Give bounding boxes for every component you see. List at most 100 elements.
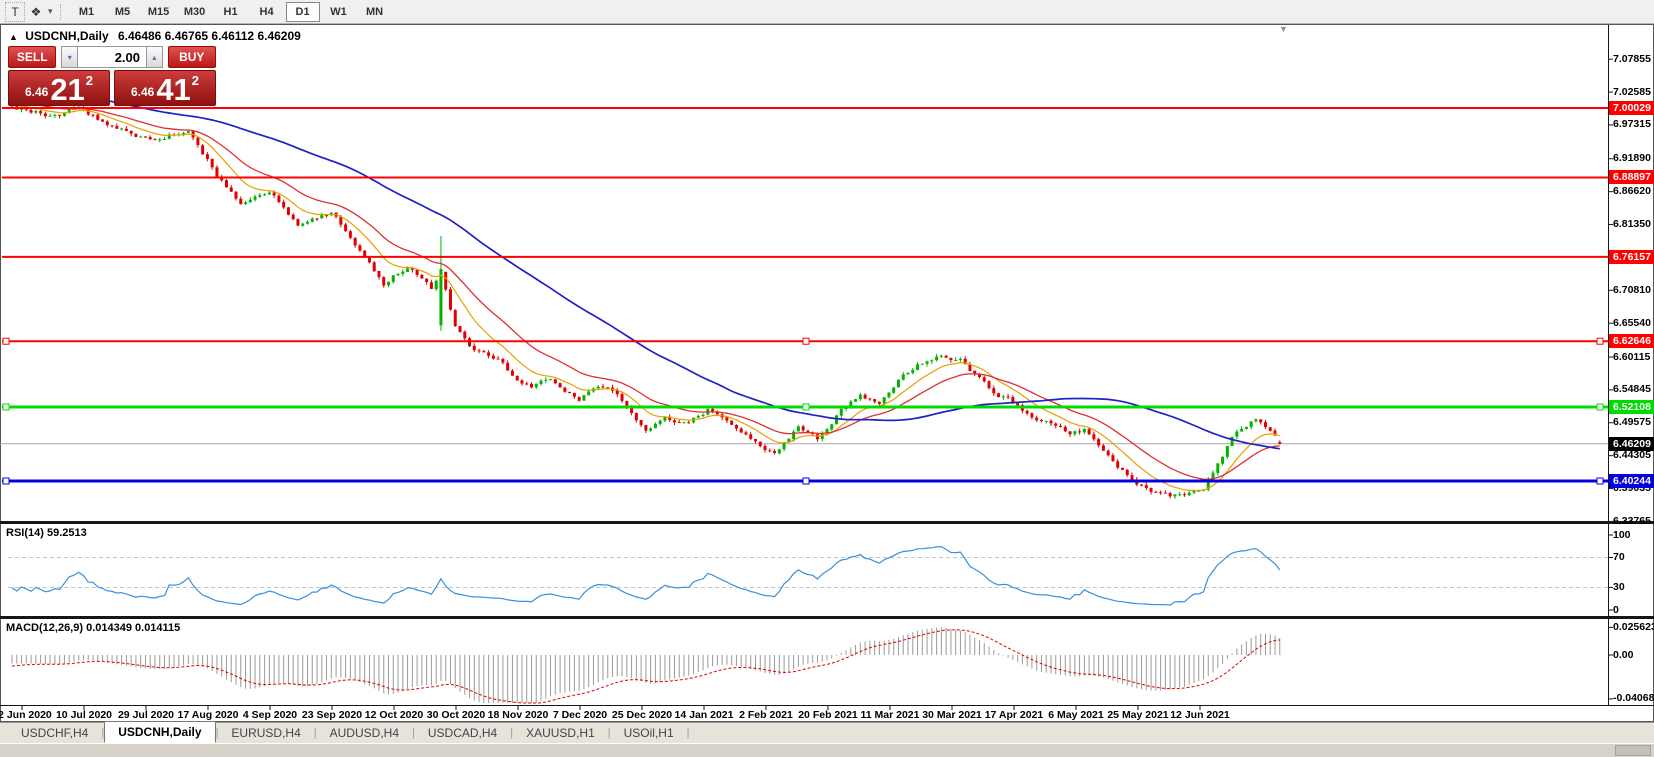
time-axis-label: 30 Oct 2020 [426, 709, 486, 721]
chart-title: ▲ USDCNH,Daily 6.46486 6.46765 6.46112 6… [9, 29, 301, 43]
rsi-indicator-label: RSI(14) 59.2513 [6, 527, 87, 539]
chart-tab-xauusd[interactable]: XAUUSD,H1 [526, 726, 595, 740]
time-axis-label: 22 Jun 2020 [0, 709, 52, 721]
volume-increase-button[interactable]: ▴ [146, 46, 163, 68]
price-axis-tick: 6.86620 [1613, 185, 1651, 198]
time-axis-label: 4 Sep 2020 [242, 709, 298, 721]
tab-separator: | [686, 727, 690, 739]
price-axis-tick: 6.33765 [1613, 514, 1651, 527]
price-axis-tick: 6.54845 [1613, 383, 1651, 396]
price-axis-tick: 6.81350 [1613, 218, 1651, 231]
chart-tab-usdcad[interactable]: USDCAD,H4 [427, 726, 498, 740]
chart-symbol-period: USDCNH,Daily [25, 29, 109, 43]
rsi-axis-tick: 70 [1613, 551, 1625, 563]
timeframe-button-h1[interactable]: H1 [223, 5, 238, 18]
buy-price-display[interactable]: 6.46 41 2 [114, 70, 216, 106]
cursor-tool-icon[interactable]: ❖ [27, 2, 45, 21]
tab-separator: | [412, 727, 415, 739]
timeframe-button-group: M1 M5 M15 M30 H1 H4 D1 W1 MN [69, 1, 393, 22]
price-axis-tick: 6.44305 [1613, 449, 1651, 462]
price-line-label: 6.76157 [1609, 249, 1654, 264]
timeframe-button-d1[interactable]: D1 [285, 1, 320, 22]
time-axis-label: 20 Feb 2021 [798, 709, 858, 721]
sell-price-big: 21 [50, 72, 85, 107]
price-axis-tick: 6.60115 [1613, 350, 1651, 363]
chart-tab-usdchf[interactable]: USDCHF,H4 [21, 726, 89, 740]
time-axis-label: 12 Jun 2021 [1170, 709, 1230, 721]
time-axis-label: 25 May 2021 [1107, 709, 1169, 721]
buy-button[interactable]: BUY [167, 46, 216, 68]
tab-separator: | [510, 727, 514, 739]
price-line-label: 6.52108 [1609, 399, 1654, 414]
chart-tab-eurusd[interactable]: EURUSD,H4 [231, 726, 301, 740]
timeframe-button-m30[interactable]: M30 [183, 5, 206, 18]
timeframe-button-h4[interactable]: H4 [259, 5, 274, 18]
tab-separator: | [313, 727, 317, 739]
volume-input[interactable] [78, 46, 146, 68]
chart-tab-bar: USDCHF,H4 | USDCNH,Daily | EURUSD,H4 | AUDUSD,… [0, 721, 1654, 743]
time-axis-label: 14 Jan 2021 [674, 709, 734, 721]
chart-tab-audusd[interactable]: AUDUSD,H4 [329, 726, 399, 740]
current-price-label: 6.46209 [1609, 436, 1654, 451]
spin-down-icon: ▾ [67, 52, 72, 62]
window-resize-grip[interactable] [1615, 745, 1651, 756]
price-line-label: 6.88897 [1609, 170, 1654, 185]
macd-indicator-label: MACD(12,26,9) 0.014349 0.014115 [6, 622, 181, 634]
timeframe-button-m15[interactable]: M15 [147, 5, 170, 18]
time-axis-label: 17 Apr 2021 [984, 709, 1044, 721]
timeframe-button-mn[interactable]: MN [365, 5, 384, 18]
time-axis-label: 2 Feb 2021 [739, 709, 793, 721]
one-click-trading-panel: SELL ▾ ▴ BUY 6.46 21 2 6.46 41 2 [8, 46, 216, 106]
chart-tab-usoil[interactable]: USOil,H1 [623, 726, 674, 740]
sell-button[interactable]: SELL [8, 46, 57, 68]
time-axis-label: 7 Dec 2020 [552, 709, 608, 721]
spin-up-icon: ▴ [152, 52, 157, 62]
time-axis-label: 29 Jul 2020 [117, 709, 175, 721]
sell-price-display[interactable]: 6.46 21 2 [8, 70, 110, 106]
chevron-down-icon[interactable]: ▾ [48, 6, 53, 16]
price-line-label: 7.00029 [1609, 101, 1654, 115]
sell-price-sup: 2 [85, 73, 94, 88]
timeframe-button-m1[interactable]: M1 [78, 5, 95, 18]
price-line-label: 6.62646 [1609, 334, 1654, 349]
time-axis-label: 30 Mar 2021 [922, 709, 982, 721]
timeframe-button-w1[interactable]: W1 [330, 5, 347, 18]
timeframe-button-m5[interactable]: M5 [114, 5, 131, 18]
time-axis-label: 10 Jul 2020 [55, 709, 113, 721]
tab-separator: | [607, 727, 611, 739]
buy-price-big: 41 [156, 72, 191, 107]
trade-controls-row: SELL ▾ ▴ BUY [8, 46, 216, 68]
time-axis-label: 6 May 2021 [1048, 709, 1104, 721]
rsi-axis-tick: 30 [1613, 581, 1625, 593]
collapse-triangle-icon[interactable]: ▲ [9, 32, 18, 42]
tab-separator: | [215, 727, 219, 739]
sell-price-small: 6.46 [24, 85, 49, 99]
buy-price-sup: 2 [191, 73, 200, 88]
price-axis-tick: 7.02585 [1613, 85, 1651, 98]
macd-axis-tick: -0.040687 [1613, 692, 1654, 705]
buy-price-small: 6.46 [130, 85, 155, 99]
price-axis-tick: 6.91890 [1613, 152, 1651, 165]
price-line-label: 6.40244 [1609, 473, 1654, 488]
volume-decrease-button[interactable]: ▾ [61, 46, 78, 68]
time-axis-label: 18 Nov 2020 [487, 709, 549, 721]
top-toolbar: T ❖ ▾ M1 M5 M15 M30 H1 H4 D1 W1 MN [0, 0, 1654, 24]
price-axis-tick: 6.49575 [1613, 416, 1651, 429]
time-axis-label: 25 Dec 2020 [611, 709, 673, 721]
rsi-axis-tick: 0 [1613, 603, 1619, 616]
price-axis-tick: 6.65540 [1613, 316, 1651, 329]
chart-tab-usdcnh[interactable]: USDCNH,Daily [104, 721, 216, 743]
price-axis-tick: 6.97315 [1613, 118, 1651, 131]
tab-separator: | [101, 727, 105, 739]
toolbar-separator [59, 3, 64, 20]
macd-axis-tick: 0.00 [1613, 648, 1634, 661]
rsi-axis-tick: 100 [1613, 528, 1631, 541]
price-axis-tick: 7.07855 [1613, 52, 1651, 65]
trade-prices-row: 6.46 21 2 6.46 41 2 [8, 70, 216, 106]
macd-axis-tick: 0.025623 [1613, 620, 1654, 633]
text-tool-button[interactable]: T [5, 1, 25, 22]
chart-shift-marker-icon[interactable]: ▼ [1279, 24, 1288, 34]
time-axis-label: 11 Mar 2021 [860, 709, 920, 721]
